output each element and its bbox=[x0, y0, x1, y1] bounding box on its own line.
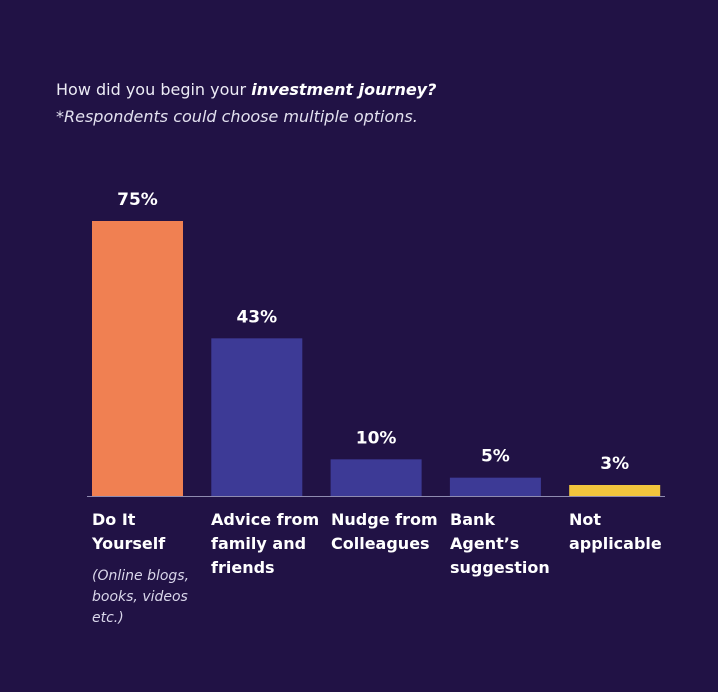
category-label-4: Not applicable bbox=[569, 510, 662, 553]
bar-0 bbox=[92, 221, 183, 496]
category-label-3: Bank Agent’s suggestion bbox=[450, 510, 550, 577]
category-label-0: Do It Yourself bbox=[92, 510, 166, 553]
bar-1 bbox=[211, 338, 303, 496]
data-label-2: 10% bbox=[356, 428, 397, 448]
category-note: (Online blogs, books, videos etc.) bbox=[92, 568, 190, 626]
data-label-1: 43% bbox=[236, 307, 277, 327]
bar-3 bbox=[449, 477, 541, 496]
chart-subtitle: *Respondents could choose multiple optio… bbox=[56, 107, 418, 126]
bar-2 bbox=[330, 459, 422, 496]
data-label-3: 5% bbox=[481, 447, 510, 467]
bar-4 bbox=[569, 485, 661, 496]
data-label-0: 75% bbox=[117, 190, 158, 210]
chart-title-prefix: How did you begin your bbox=[56, 80, 252, 99]
chart-title-emphasis: investment journey? bbox=[251, 80, 437, 99]
data-label-4: 3% bbox=[600, 454, 629, 474]
chart-title: How did you begin your investment journe… bbox=[56, 80, 436, 99]
category-label-1: Advice from family and friends bbox=[211, 510, 320, 577]
category-label-2: Nudge from Colleagues bbox=[331, 510, 438, 553]
